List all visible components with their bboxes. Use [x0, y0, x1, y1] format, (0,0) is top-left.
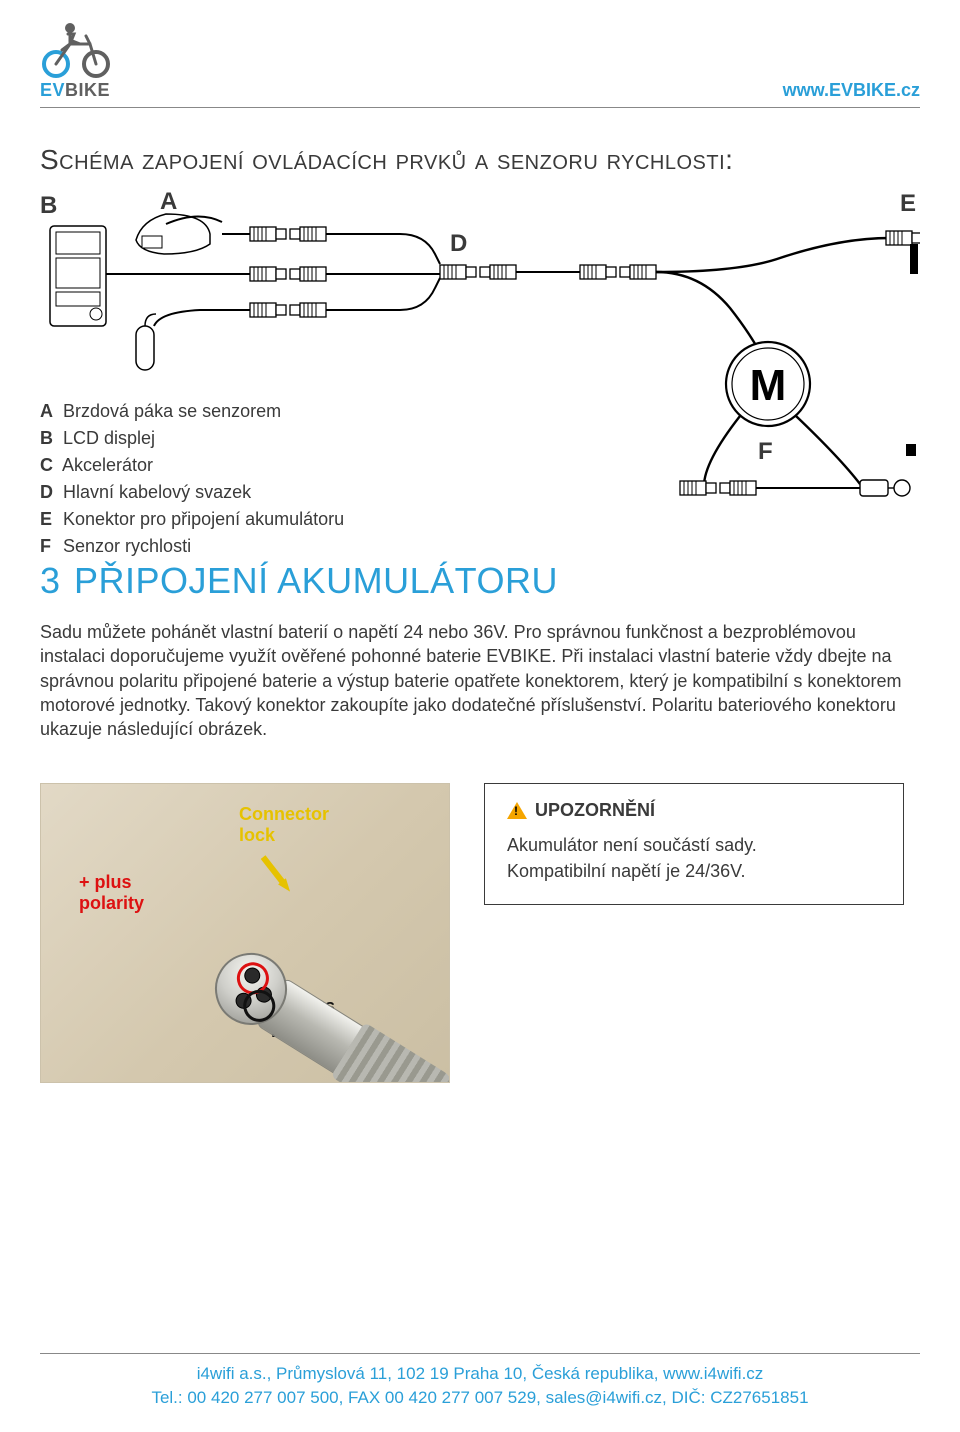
brand-ev: EV — [40, 80, 65, 100]
bike-icon — [40, 20, 112, 80]
warning-box: UPOZORNĚNÍ Akumulátor není součástí sady… — [484, 783, 904, 904]
legend-row: F Senzor rychlosti — [40, 533, 344, 560]
schema-heading: Schéma zapojení ovládacích prvků a senzo… — [40, 144, 920, 176]
footer-line-1: i4wifi a.s., Průmyslová 11, 102 19 Praha… — [40, 1362, 920, 1386]
lock-l2: lock — [239, 825, 275, 845]
section-number: 3 — [40, 560, 60, 602]
plus-l2: polarity — [79, 893, 144, 913]
warning-icon — [507, 802, 527, 819]
wiring-diagram: B A C D E F — [40, 188, 920, 548]
section-title: PŘIPOJENÍ AKUMULÁTORU — [74, 560, 558, 602]
warning-title: UPOZORNĚNÍ — [535, 800, 655, 821]
label-plus: + plus polarity — [79, 872, 144, 914]
warning-body: Akumulátor není součástí sady. Kompatibi… — [507, 833, 881, 883]
legend-key: F — [40, 533, 58, 560]
brand-text: EVBIKE — [40, 80, 110, 101]
page-header: EVBIKE www.EVBIKE.cz — [40, 20, 920, 108]
legend-row: C Akcelerátor — [40, 452, 344, 479]
legend-row: D Hlavní kabelový svazek — [40, 479, 344, 506]
legend-row: E Konektor pro připojení akumulátoru — [40, 506, 344, 533]
connector-photo: Connector lock + plus polarity - minus p… — [40, 783, 450, 1083]
legend-key: E — [40, 506, 58, 533]
motor-letter: M — [750, 361, 787, 410]
legend-text: LCD displej — [63, 428, 155, 448]
brand-bike: BIKE — [65, 80, 110, 100]
legend-row: A Brzdová páka se senzorem — [40, 398, 344, 425]
footer-line-2: Tel.: 00 420 277 007 500, FAX 00 420 277… — [40, 1386, 920, 1410]
legend-text: Brzdová páka se senzorem — [63, 401, 281, 421]
legend-text: Hlavní kabelový svazek — [63, 482, 251, 502]
lower-row: Connector lock + plus polarity - minus p… — [40, 783, 920, 1083]
plus-l1: + plus — [79, 872, 132, 892]
section-3-body: Sadu můžete pohánět vlastní baterií o na… — [40, 620, 920, 741]
brand-logo: EVBIKE — [40, 20, 112, 101]
legend-key: D — [40, 479, 58, 506]
legend-key: B — [40, 425, 58, 452]
warning-heading: UPOZORNĚNÍ — [507, 800, 881, 821]
connector-body — [197, 931, 450, 1083]
legend-key: A — [40, 398, 58, 425]
legend-text: Senzor rychlosti — [63, 536, 191, 556]
section-3-heading: 3 PŘIPOJENÍ AKUMULÁTORU — [40, 560, 920, 602]
page-footer: i4wifi a.s., Průmyslová 11, 102 19 Praha… — [40, 1353, 920, 1410]
diagram-legend: A Brzdová páka se senzorem B LCD displej… — [40, 398, 344, 560]
legend-row: B LCD displej — [40, 425, 344, 452]
site-url: www.EVBIKE.cz — [783, 80, 920, 101]
legend-text: Akcelerátor — [62, 455, 153, 475]
legend-text: Konektor pro připojení akumulátoru — [63, 509, 344, 529]
label-connector-lock: Connector lock — [239, 804, 329, 846]
legend-key: C — [40, 452, 58, 479]
lock-l1: Connector — [239, 804, 329, 824]
